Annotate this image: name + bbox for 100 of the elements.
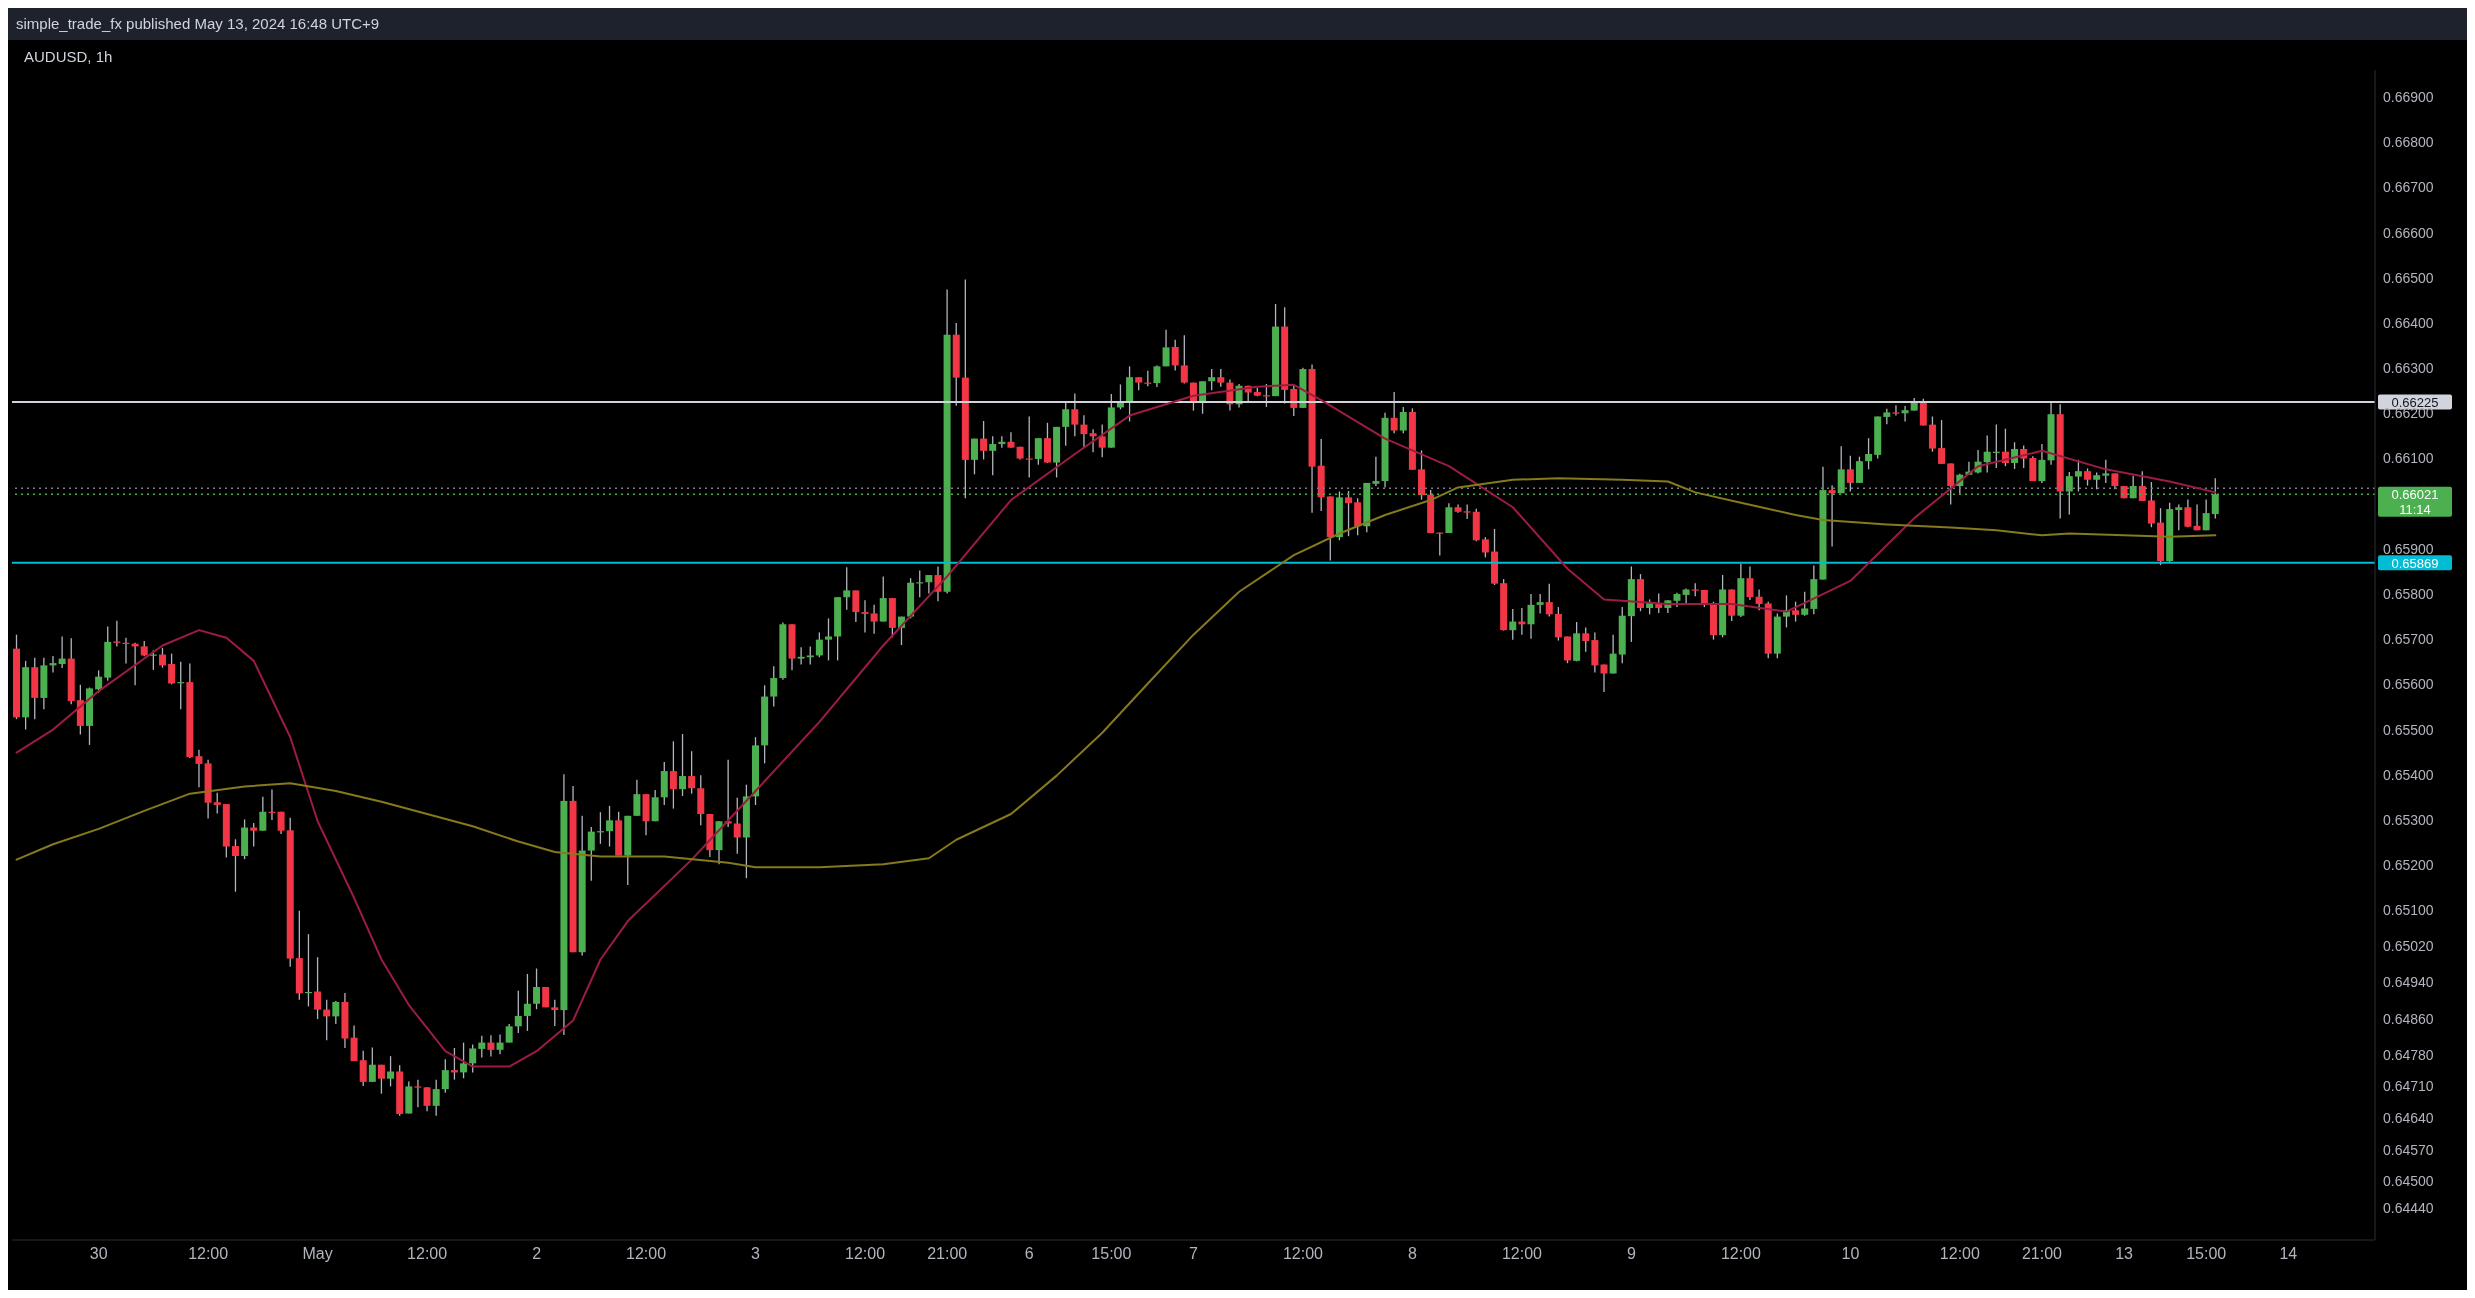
- candlestick: [1071, 392, 1079, 438]
- candlestick: [1527, 593, 1535, 640]
- candlestick: [1153, 364, 1161, 388]
- candlestick: [1792, 601, 1800, 623]
- candlestick: [633, 779, 641, 817]
- candlestick: [770, 665, 778, 708]
- candlestick: [441, 1058, 449, 1094]
- y-tick-label: 0.65900: [2383, 540, 2434, 557]
- candlestick: [925, 574, 933, 595]
- y-tick-label: 0.65400: [2383, 766, 2434, 783]
- candlestick: [487, 1034, 495, 1058]
- x-tick-label: 21:00: [927, 1245, 968, 1263]
- y-tick-label: 0.64500: [2383, 1173, 2434, 1190]
- candlestick: [1536, 593, 1544, 615]
- x-tick-label: 3: [751, 1245, 761, 1263]
- candlestick: [1846, 455, 1854, 493]
- x-tick-label: 14: [2279, 1245, 2298, 1263]
- candlestick: [1372, 456, 1380, 487]
- candlestick: [1892, 404, 1900, 417]
- x-tick-label: 15:00: [2186, 1245, 2227, 1263]
- x-tick-label: 12:00: [845, 1245, 886, 1263]
- candlestick: [2175, 503, 2183, 531]
- candlestick: [250, 822, 258, 848]
- candlestick: [852, 589, 860, 623]
- y-tick-label: 0.66300: [2383, 360, 2434, 377]
- candlestick: [1208, 368, 1216, 391]
- ref-line-label: 0.65869: [2391, 555, 2439, 571]
- candlestick: [1089, 428, 1097, 453]
- candlestick: [2102, 459, 2110, 484]
- candlestick: [1399, 406, 1407, 434]
- candlestick: [195, 749, 203, 789]
- candlestick: [587, 826, 595, 882]
- ref-line-label: 0.66021: [2391, 487, 2439, 503]
- candlestick: [669, 740, 677, 810]
- candlestick: [879, 575, 887, 623]
- candlestick: [797, 646, 805, 666]
- y-tick-label: 0.65200: [2383, 857, 2434, 874]
- x-tick-label: 9: [1626, 1245, 1636, 1263]
- y-tick-label: 0.65020: [2383, 938, 2434, 955]
- candlestick: [1463, 503, 1471, 520]
- y-tick-label: 0.66700: [2383, 179, 2434, 196]
- x-tick-label: 12:00: [407, 1245, 448, 1263]
- candlestick: [1755, 588, 1763, 611]
- candlestick: [1938, 419, 1946, 465]
- candlestick: [870, 604, 878, 635]
- candlestick: [359, 1050, 367, 1087]
- candlestick: [825, 617, 832, 662]
- candlestick: [1098, 423, 1106, 458]
- y-tick-label: 0.64640: [2383, 1110, 2434, 1126]
- candlestick: [1609, 634, 1617, 675]
- candlestick: [213, 792, 221, 815]
- candlestick: [806, 645, 814, 666]
- candlestick: [1025, 415, 1033, 479]
- candlestick: [1746, 565, 1754, 601]
- candlestick: [2138, 470, 2146, 502]
- x-tick-label: 8: [1408, 1245, 1418, 1263]
- candlestick: [1162, 329, 1170, 367]
- candlestick: [989, 435, 997, 476]
- y-tick-label: 0.66600: [2383, 224, 2434, 241]
- candlestick: [496, 1033, 504, 1055]
- y-tick-label: 0.66500: [2383, 269, 2434, 286]
- candlestick: [1983, 434, 1991, 474]
- candlestick: [1554, 606, 1562, 642]
- y-tick-label: 0.64780: [2383, 1046, 2434, 1063]
- candlestick: [2038, 443, 2046, 484]
- candlestick: [1600, 663, 1608, 693]
- y-tick-label: 0.64710: [2383, 1078, 2434, 1095]
- y-tick-label: 0.64570: [2383, 1141, 2434, 1158]
- y-tick-label: 0.66800: [2383, 134, 2434, 151]
- x-tick-label: 15:00: [1091, 1245, 1132, 1263]
- x-tick-label: 12:00: [1282, 1245, 1324, 1263]
- candlestick: [1865, 437, 1873, 470]
- y-tick-label: 0.65100: [2383, 902, 2434, 919]
- candlestick: [1062, 401, 1070, 447]
- candlestick: [1828, 484, 1836, 548]
- x-tick-label: 13: [2115, 1245, 2134, 1263]
- x-tick-label: 2: [532, 1245, 542, 1263]
- candlestick: [1390, 391, 1398, 434]
- x-tick-label: May: [302, 1245, 333, 1263]
- candlestick: [514, 989, 522, 1034]
- candlestick: [1855, 456, 1863, 484]
- candlestick: [1171, 339, 1179, 372]
- candlestick: [2184, 498, 2192, 528]
- y-tick-label: 0.65800: [2383, 585, 2434, 602]
- candlestick: [1947, 462, 1955, 506]
- candlestick: [679, 733, 687, 797]
- y-tick-label: 0.66900: [2383, 89, 2434, 106]
- candlestick: [1354, 497, 1362, 536]
- candlestick: [58, 635, 66, 669]
- x-tick-label: 12:00: [1939, 1245, 1980, 1263]
- candlestick: [505, 1023, 513, 1044]
- candlestick: [970, 437, 978, 475]
- candlestick: [469, 1043, 477, 1074]
- line-series: [15, 477, 2217, 869]
- candlestick: [533, 967, 541, 1010]
- y-tick-label: 0.64440: [2383, 1200, 2434, 1217]
- candlestick: [843, 566, 851, 611]
- y-tick-label: 0.65500: [2383, 721, 2434, 738]
- candlestick: [1080, 414, 1088, 449]
- candlestick: [688, 750, 696, 795]
